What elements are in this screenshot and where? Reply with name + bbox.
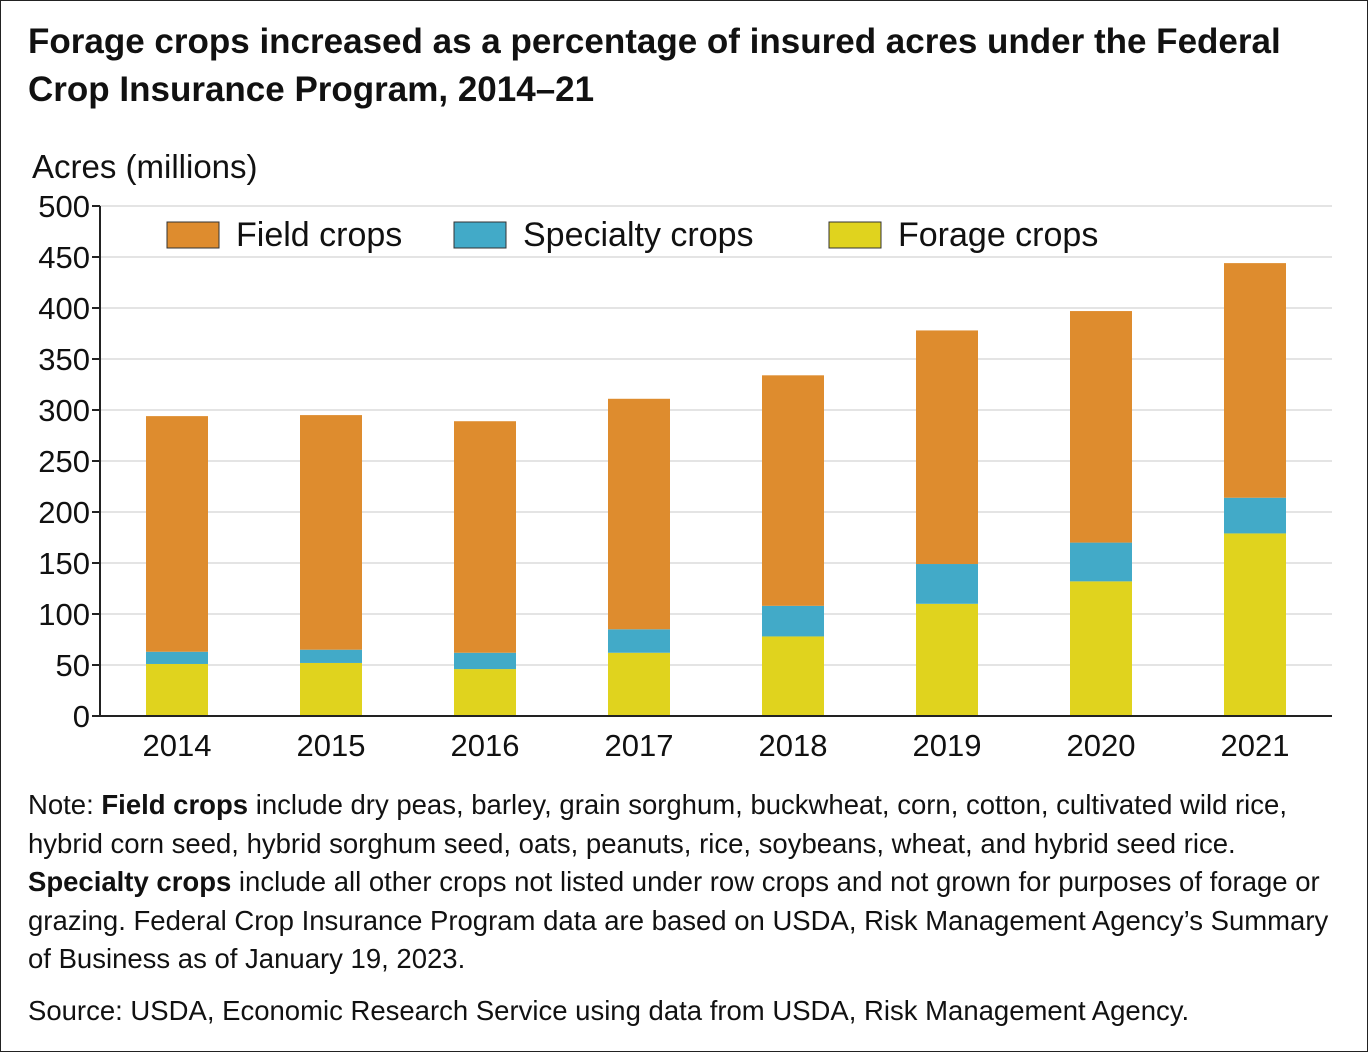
bar-specialty-crops-2021 [1224,497,1286,534]
bar-field-crops-2019 [916,330,978,565]
x-tick-label: 2017 [605,728,674,763]
bar-forage-crops-2018 [762,636,824,716]
y-tick-label: 450 [38,240,90,275]
bar-specialty-crops-2015 [300,649,362,663]
bar-forage-crops-2020 [1070,581,1132,716]
y-tick-label: 100 [38,597,90,632]
legend-label: Specialty crops [523,216,754,254]
note-text-2: include all other crops not listed under… [28,866,1329,974]
bar-specialty-crops-2014 [146,651,208,664]
legend-swatch [166,221,220,249]
bar-field-crops-2021 [1224,263,1286,498]
y-tick-label: 150 [38,546,90,581]
y-tick-label: 300 [38,393,90,428]
bar-specialty-crops-2018 [762,605,824,637]
x-tick-label: 2014 [143,728,212,763]
y-tick-label: 350 [38,342,90,377]
x-tick-label: 2018 [759,728,828,763]
note-text-1: include dry peas, barley, grain sorghum,… [28,789,1287,859]
y-tick-label: 0 [73,699,90,734]
bar-field-crops-2015 [300,415,362,650]
legend-label: Field crops [236,216,402,254]
x-tick-label: 2021 [1221,728,1290,763]
bar-forage-crops-2017 [608,652,670,716]
x-tick-label: 2015 [297,728,366,763]
bar-forage-crops-2014 [146,663,208,716]
y-tick-label: 250 [38,444,90,479]
y-tick-label: 200 [38,495,90,530]
bar-forage-crops-2021 [1224,533,1286,716]
bar-field-crops-2018 [762,375,824,606]
chart-note: Note: Field crops include dry peas, barl… [28,786,1348,979]
chart-source: Source: USDA, Economic Research Service … [28,995,1190,1026]
note-prefix: Note: [28,789,102,820]
bar-forage-crops-2016 [454,669,516,716]
bar-specialty-crops-2020 [1070,542,1132,582]
legend-swatch [453,221,507,249]
bar-field-crops-2016 [454,421,516,653]
y-axis-label: Acres (millions) [32,148,258,185]
legend-swatch [828,221,882,249]
legend-label: Forage crops [898,216,1098,254]
chart-title: Forage crops increased as a percentage o… [28,22,1281,109]
note-field-crops: Field crops [101,789,249,820]
bar-field-crops-2017 [608,398,670,630]
bar-forage-crops-2015 [300,662,362,716]
note-specialty-crops: Specialty crops [28,866,232,897]
y-tick-label: 400 [38,291,90,326]
y-tick-label: 500 [38,189,90,224]
x-tick-label: 2016 [451,728,520,763]
bar-specialty-crops-2019 [916,564,978,604]
bar-specialty-crops-2016 [454,652,516,670]
x-tick-label: 2019 [913,728,982,763]
bar-field-crops-2020 [1070,311,1132,543]
bar-specialty-crops-2017 [608,629,670,653]
y-tick-label: 50 [56,648,90,683]
bar-field-crops-2014 [146,416,208,652]
bar-forage-crops-2019 [916,603,978,716]
x-tick-label: 2020 [1067,728,1136,763]
